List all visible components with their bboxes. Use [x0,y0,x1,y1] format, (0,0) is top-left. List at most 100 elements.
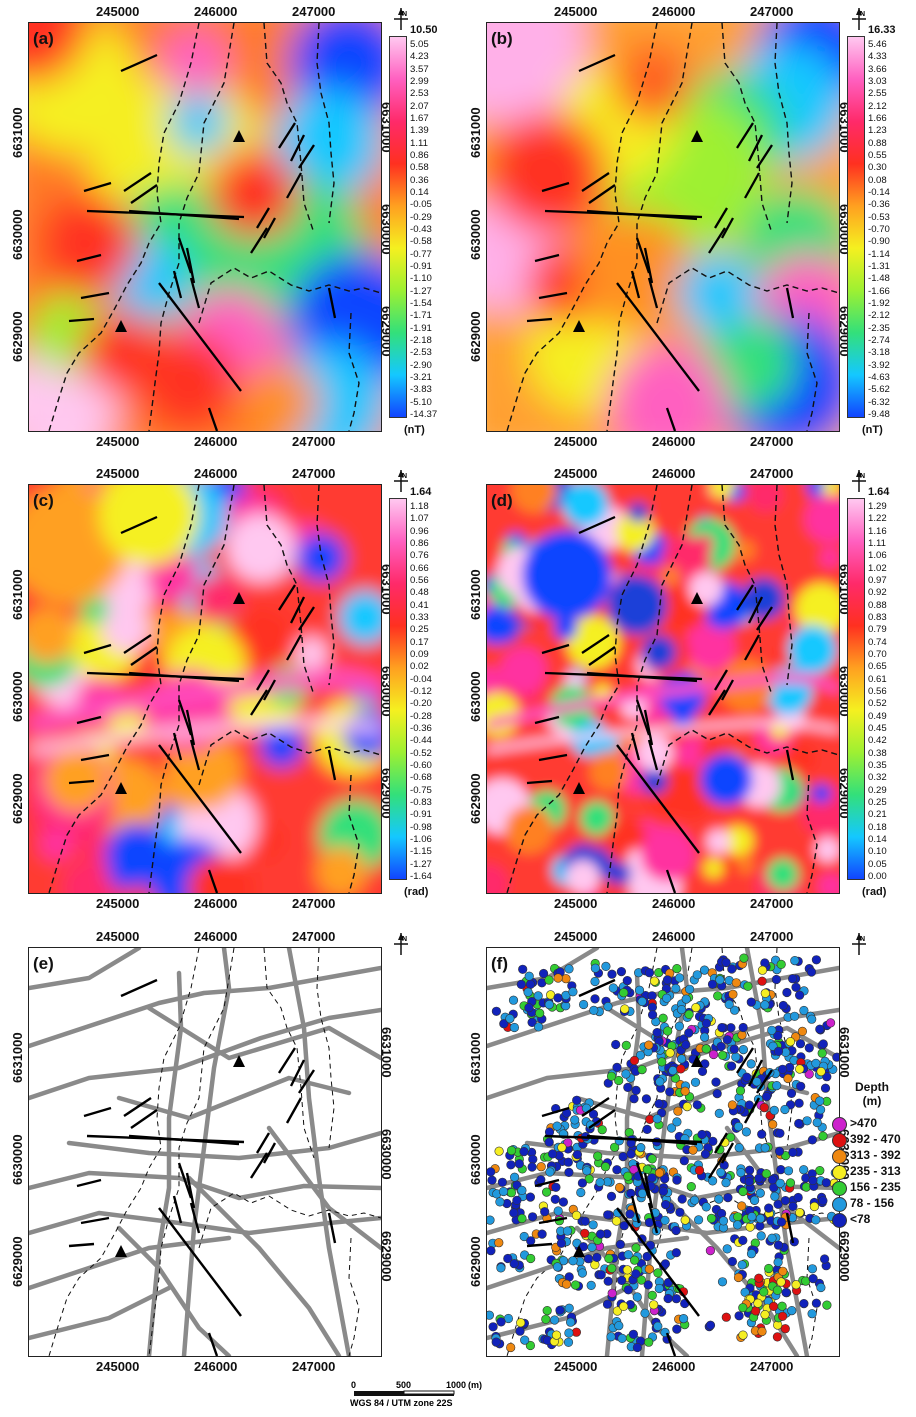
colorbar-tick: 0.56 [868,686,887,697]
colorbar-tick: -4.63 [868,372,890,383]
scale-projection: WGS 84 / UTM zone 22S [350,1398,453,1408]
colorbar-tick: -1.27 [410,285,432,297]
colorbar-tick: -5.10 [410,396,432,408]
colorbar-tick: -0.36 [410,723,432,734]
x-tick-top: 245000 [554,466,598,481]
x-tick-bottom: 246000 [194,896,238,911]
legend: Depth (m) >470 392 - 470 313 - 392 235 - 31… [830,1080,914,1250]
x-tick-bottom: 246000 [194,1359,238,1374]
colorbar-tick: 0.48 [410,587,429,599]
colorbar-tick: 0.25 [410,624,429,636]
colorbar-tick: 1.23 [868,125,887,137]
colorbar-tick: -1.48 [868,273,890,285]
y-tick-left: 6630000 [10,671,25,722]
colorbar-tick: 0.74 [868,636,887,648]
x-tick-bottom: 246000 [652,896,696,911]
y-tick-left: 6631000 [10,1032,25,1083]
colorbar-tick: -0.98 [410,821,432,833]
x-tick-top: 245000 [96,466,140,481]
panel-label: (f) [491,954,508,973]
colorbar-tick: -0.20 [410,698,432,710]
map-svg-c [29,485,381,893]
x-tick-bottom: 246000 [652,434,696,449]
y-tick-left: 6630000 [10,1134,25,1185]
colorbar-tick: -0.28 [410,710,432,722]
x-tick-bottom: 245000 [554,896,598,911]
panel-c: (c) 245000 245000 246000 246000 247000 247000 6… [0,462,458,932]
colorbar-tick: 0.86 [410,538,429,549]
colorbar-unit: (nT) [862,424,883,436]
colorbar-tick: 0.33 [410,612,429,623]
colorbar-tick: 0.08 [868,174,887,186]
y-tick-right: 6630000 [379,1129,394,1180]
legend-swatch [832,1197,847,1212]
x-tick-top: 245000 [554,4,598,19]
map-svg-b [487,23,839,431]
colorbar-tick: 0.21 [868,809,887,821]
legend-swatch [832,1117,847,1132]
colorbar-tick: 1.66 [868,113,887,124]
colorbar-tick: -0.12 [410,686,432,697]
colorbar-tick: 0.97 [868,575,887,586]
scale-end: 1000 [446,1380,467,1390]
colorbar-tick: -3.92 [868,359,890,371]
colorbar-tick: 0.79 [868,624,887,636]
x-tick-bottom: 245000 [554,434,598,449]
colorbar-tick: -0.58 [410,236,432,248]
colorbar-tick: 2.99 [410,76,429,87]
legend-label: 392 - 470 [850,1132,901,1146]
x-tick-bottom: 246000 [194,434,238,449]
colorbar-tick: 0.55 [868,150,887,161]
colorbar-tick: 1.29 [868,501,887,512]
map-f: (f) [486,947,840,1357]
x-tick-top: 247000 [292,466,336,481]
colorbar-tick: -1.66 [868,285,890,297]
y-tick-left: 6631000 [10,569,25,620]
legend-label: <78 [850,1212,871,1226]
panel-label: (b) [491,29,513,48]
colorbar-tick: -1.54 [410,298,432,309]
colorbar-labels: 1.18 1.07 0.96 0.86 0.76 0.66 0.56 0.48 0.41 0.33… [410,492,454,884]
colorbar-tick: 0.58 [410,162,429,174]
colorbar-tick: 2.12 [868,100,887,112]
colorbar-tick: -3.21 [410,372,432,383]
north-arrow-icon: N [850,931,868,957]
x-tick-top: 246000 [194,466,238,481]
colorbar-tick: -9.48 [868,409,890,420]
colorbar-max: 10.50 [410,24,438,36]
y-tick-left: 6630000 [468,209,483,260]
colorbar-tick: 4.23 [410,51,429,63]
x-tick-bottom: 246000 [652,1359,696,1374]
colorbar-max: 1.64 [868,486,890,498]
colorbar-tick: -0.44 [410,735,432,747]
panel-a: (a) 245000 245000 246000 246000 247000 247000 6… [0,0,458,470]
colorbar-tick: 0.05 [868,858,887,870]
colorbar-tick: 0.52 [868,698,887,710]
y-tick-right: 6631000 [837,1027,852,1078]
colorbar-d [847,498,865,880]
colorbar-unit: (rad) [862,886,887,898]
colorbar-tick: 1.11 [410,137,428,149]
legend-label: 156 - 235 [850,1180,901,1194]
map-b: (b) [486,22,840,432]
x-tick-bottom: 247000 [750,434,794,449]
colorbar-tick: 0.25 [868,797,887,808]
colorbar-tick: -0.70 [868,224,890,235]
y-tick-left: 6629000 [10,773,25,824]
legend-label: 235 - 313 [850,1164,901,1178]
x-tick-bottom: 247000 [292,1359,336,1374]
colorbar-tick: 0.41 [410,599,429,611]
x-tick-top: 245000 [96,4,140,19]
x-tick-top: 246000 [652,929,696,944]
colorbar-tick: -0.60 [410,760,432,771]
svg-text:N: N [402,11,407,18]
colorbar-tick: -2.53 [410,347,432,359]
colorbar-tick: 0.38 [868,747,887,759]
scale-zero: 0 [351,1380,357,1390]
colorbar-tick: 2.53 [410,88,429,100]
colorbar-tick: 0.65 [868,661,887,673]
colorbar-tick: -1.10 [410,273,432,285]
colorbar-tick: 0.61 [868,673,887,685]
colorbar-tick: -1.27 [410,858,432,870]
colorbar-tick: 0.86 [410,150,429,161]
